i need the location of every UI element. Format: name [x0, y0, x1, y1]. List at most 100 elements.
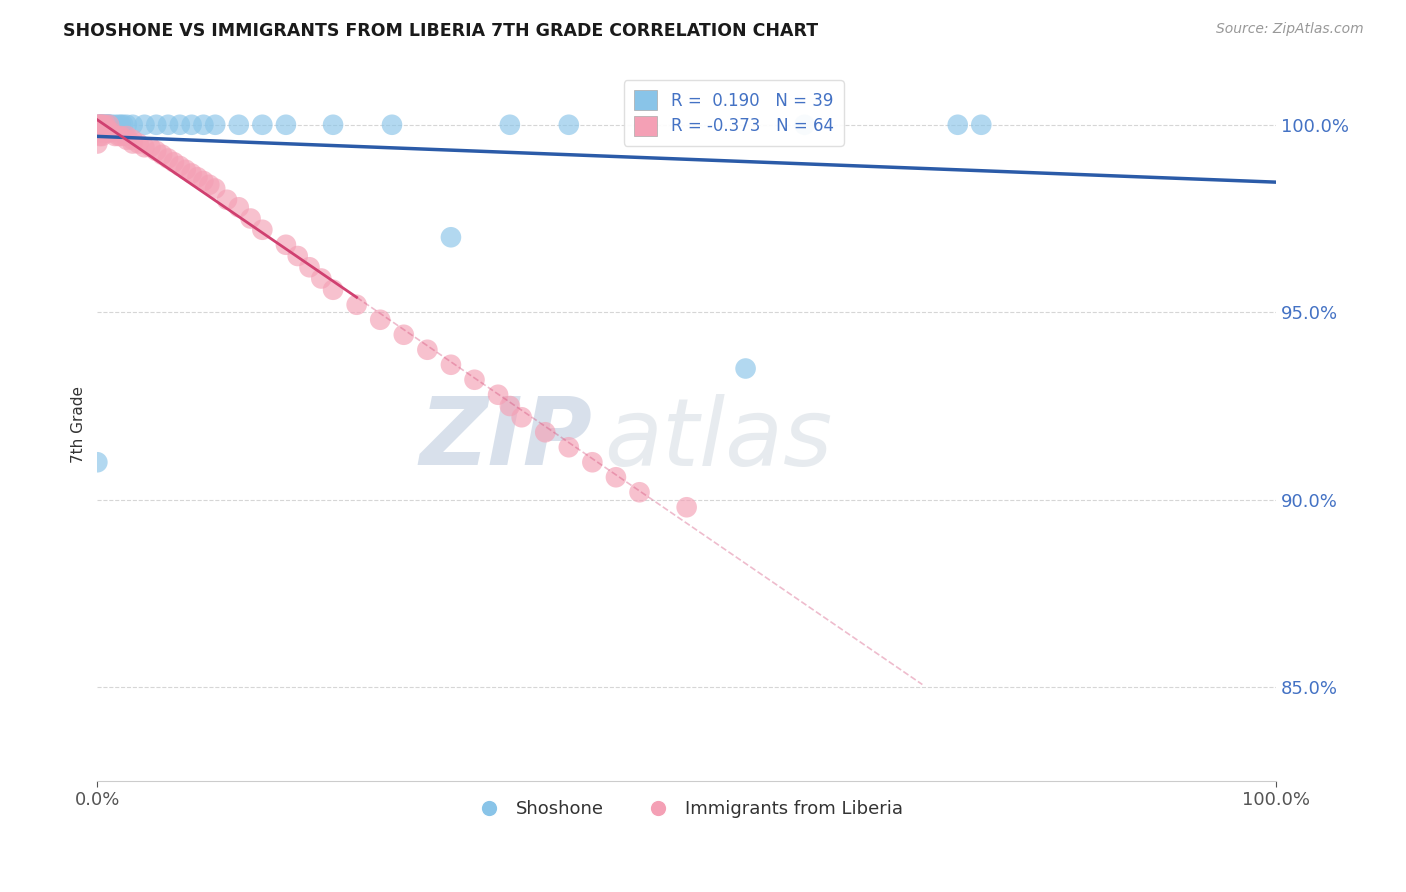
Point [204, 181, 226, 195]
Point [510, 410, 533, 425]
Point [169, 159, 191, 173]
Point [145, 144, 167, 158]
Point [97, 125, 120, 139]
Point [121, 118, 143, 132]
Point [193, 174, 215, 188]
Point [93, 118, 115, 132]
Point [322, 283, 344, 297]
Point [94, 118, 117, 132]
Point [157, 118, 180, 132]
Point [392, 327, 415, 342]
Text: ZIP: ZIP [419, 393, 592, 485]
Point [174, 162, 197, 177]
Point [239, 211, 262, 226]
Point [91, 118, 114, 132]
Point [440, 358, 463, 372]
Point [91, 118, 114, 132]
Point [228, 118, 250, 132]
Point [115, 133, 138, 147]
Point [215, 193, 238, 207]
Point [90, 125, 112, 139]
Point [228, 200, 250, 214]
Point [440, 230, 463, 244]
Point [274, 237, 297, 252]
Point [134, 118, 156, 132]
Point [204, 118, 226, 132]
Point [274, 118, 297, 132]
Point [86, 118, 108, 132]
Point [98, 125, 121, 139]
Point [558, 440, 581, 454]
Point [157, 152, 180, 166]
Point [169, 118, 191, 132]
Point [98, 118, 121, 132]
Point [96, 121, 118, 136]
Point [322, 118, 344, 132]
Point [499, 399, 522, 413]
Point [252, 118, 274, 132]
Point [89, 128, 111, 143]
Point [87, 125, 110, 139]
Point [86, 455, 108, 469]
Point [368, 312, 391, 326]
Point [90, 118, 112, 132]
Point [110, 118, 132, 132]
Point [534, 425, 557, 440]
Point [287, 249, 309, 263]
Point [90, 118, 112, 132]
Point [180, 118, 202, 132]
Point [90, 118, 112, 132]
Point [115, 128, 138, 143]
Point [145, 118, 167, 132]
Point [793, 118, 815, 132]
Point [100, 125, 122, 139]
Point [311, 271, 333, 285]
Point [346, 298, 368, 312]
Point [98, 118, 121, 132]
Point [97, 118, 120, 132]
Point [91, 118, 114, 132]
Point [970, 118, 993, 132]
Point [134, 140, 156, 154]
Point [463, 373, 485, 387]
Point [107, 128, 129, 143]
Point [252, 223, 274, 237]
Point [139, 140, 162, 154]
Point [734, 361, 756, 376]
Point [186, 170, 208, 185]
Point [558, 118, 581, 132]
Text: atlas: atlas [605, 393, 832, 484]
Point [381, 118, 404, 132]
Point [98, 118, 121, 132]
Point [91, 128, 114, 143]
Point [416, 343, 439, 357]
Point [87, 118, 110, 132]
Point [128, 136, 150, 151]
Point [121, 136, 143, 151]
Point [86, 136, 108, 151]
Point [94, 118, 117, 132]
Point [150, 148, 173, 162]
Point [89, 118, 111, 132]
Point [112, 118, 135, 132]
Point [628, 485, 651, 500]
Point [110, 128, 132, 143]
Point [91, 118, 114, 132]
Point [121, 133, 143, 147]
Point [87, 118, 110, 132]
Point [198, 178, 221, 192]
Point [193, 118, 215, 132]
Point [107, 118, 129, 132]
Point [499, 118, 522, 132]
Point [605, 470, 627, 484]
Text: SHOSHONE VS IMMIGRANTS FROM LIBERIA 7TH GRADE CORRELATION CHART: SHOSHONE VS IMMIGRANTS FROM LIBERIA 7TH … [63, 22, 818, 40]
Point [946, 118, 969, 132]
Point [100, 118, 122, 132]
Text: Source: ZipAtlas.com: Source: ZipAtlas.com [1216, 22, 1364, 37]
Point [486, 388, 509, 402]
Point [104, 128, 127, 143]
Point [163, 155, 186, 169]
Point [104, 118, 127, 132]
Y-axis label: 7th Grade: 7th Grade [72, 386, 86, 463]
Point [93, 121, 115, 136]
